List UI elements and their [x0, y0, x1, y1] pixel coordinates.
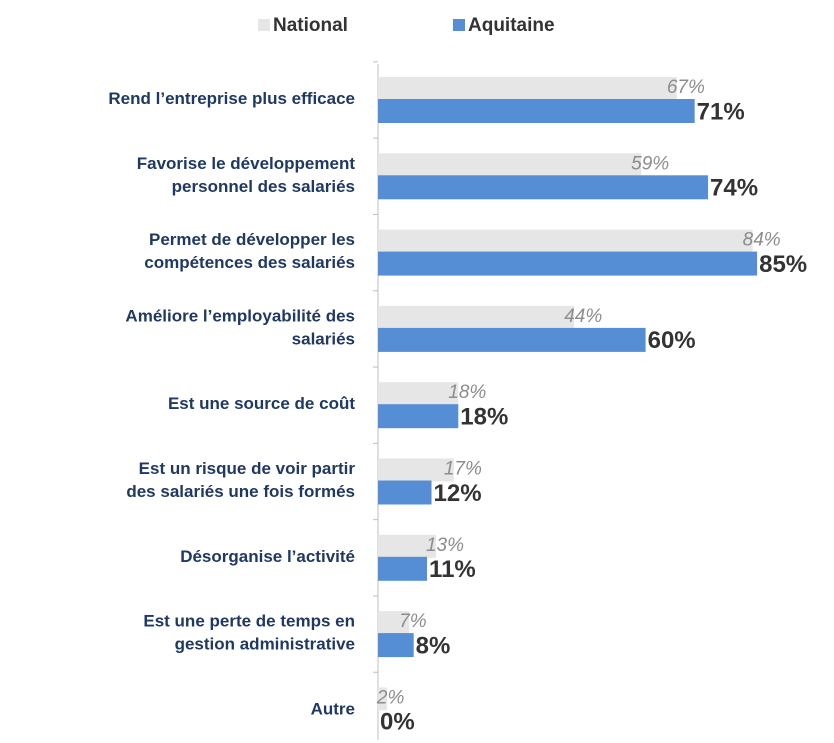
bar	[378, 305, 575, 329]
bar	[378, 175, 709, 200]
bar	[378, 404, 459, 429]
legend-swatch	[453, 19, 465, 31]
category-label: Autre	[311, 700, 355, 719]
category-label: Rend l’entreprise plus efficace	[108, 89, 355, 108]
bar	[378, 251, 758, 276]
value-label: 44%	[564, 306, 602, 327]
bar	[378, 327, 646, 352]
bar	[378, 480, 432, 505]
bar	[378, 99, 695, 123]
value-label: 60%	[648, 327, 696, 354]
bar	[378, 458, 454, 482]
bar	[378, 633, 414, 658]
category-label: Améliore l’employabilité des salariés	[125, 307, 355, 349]
category-line: Rend l’entreprise plus efficace	[108, 89, 355, 108]
category-line: Permet de développer les	[149, 231, 355, 250]
legend-label: Aquitaine	[468, 15, 555, 36]
category-line: salariés	[292, 330, 355, 349]
category-line: des salariés une fois formés	[126, 482, 355, 501]
value-label: 17%	[444, 459, 482, 480]
value-label: 74%	[710, 175, 758, 202]
value-label: 67%	[667, 77, 705, 98]
category-line: Est une source de coût	[168, 395, 355, 414]
category-label: Est une perte de temps en gestion adminis…	[143, 612, 355, 654]
category-label: Est un risque de voir partir des salariés…	[126, 459, 355, 501]
category-label: Permet de développer les compétences des …	[144, 231, 355, 273]
value-label: 7%	[399, 611, 427, 632]
value-label: 2%	[376, 687, 405, 708]
value-label: 8%	[416, 632, 451, 659]
category-line: Autre	[311, 700, 355, 719]
category-line: Améliore l’employabilité des	[125, 307, 355, 326]
category-line: gestion administrative	[175, 635, 355, 654]
category-label: Désorganise l’activité	[180, 547, 355, 566]
legend-swatch	[258, 19, 270, 31]
value-label: 18%	[460, 404, 508, 431]
value-label: 11%	[429, 556, 476, 583]
value-label: 12%	[434, 480, 482, 507]
bar	[378, 687, 387, 711]
value-label: 84%	[743, 230, 781, 251]
category-line: Est un risque de voir partir	[139, 459, 356, 478]
category-line: personnel des salariés	[172, 177, 355, 196]
value-label: 71%	[697, 98, 745, 125]
bar	[378, 229, 753, 253]
value-label: 0%	[380, 709, 415, 736]
category-label: Est une source de coût	[168, 395, 355, 414]
bar	[378, 77, 677, 100]
category-label: Favorise le développement personnel des s…	[137, 154, 356, 196]
bar	[378, 534, 436, 558]
value-label: 18%	[448, 382, 486, 403]
legend-label: National	[273, 15, 348, 36]
category-line: compétences des salariés	[144, 254, 355, 273]
bar	[378, 382, 459, 406]
value-label: 59%	[631, 153, 669, 174]
bar	[378, 556, 428, 581]
category-line: Est une perte de temps en	[143, 612, 355, 631]
category-line: Désorganise l’activité	[180, 547, 355, 566]
bar	[378, 611, 410, 635]
bar	[378, 153, 642, 177]
value-label: 85%	[759, 251, 807, 278]
category-line: Favorise le développement	[137, 154, 356, 173]
value-label: 13%	[426, 535, 464, 556]
